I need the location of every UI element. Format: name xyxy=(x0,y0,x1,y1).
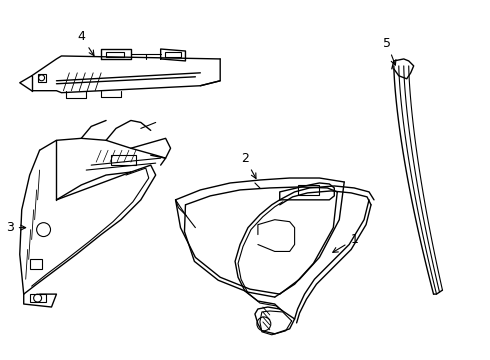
Bar xyxy=(165,52,180,57)
Text: 3: 3 xyxy=(6,221,25,234)
Bar xyxy=(38,74,46,82)
Bar xyxy=(111,155,136,165)
Bar xyxy=(30,294,46,302)
Text: 4: 4 xyxy=(77,30,94,55)
Text: 2: 2 xyxy=(241,152,256,179)
Text: 5: 5 xyxy=(383,37,396,65)
Bar xyxy=(106,52,124,57)
Bar xyxy=(30,260,42,269)
Text: 1: 1 xyxy=(333,233,358,252)
Bar xyxy=(297,185,319,195)
